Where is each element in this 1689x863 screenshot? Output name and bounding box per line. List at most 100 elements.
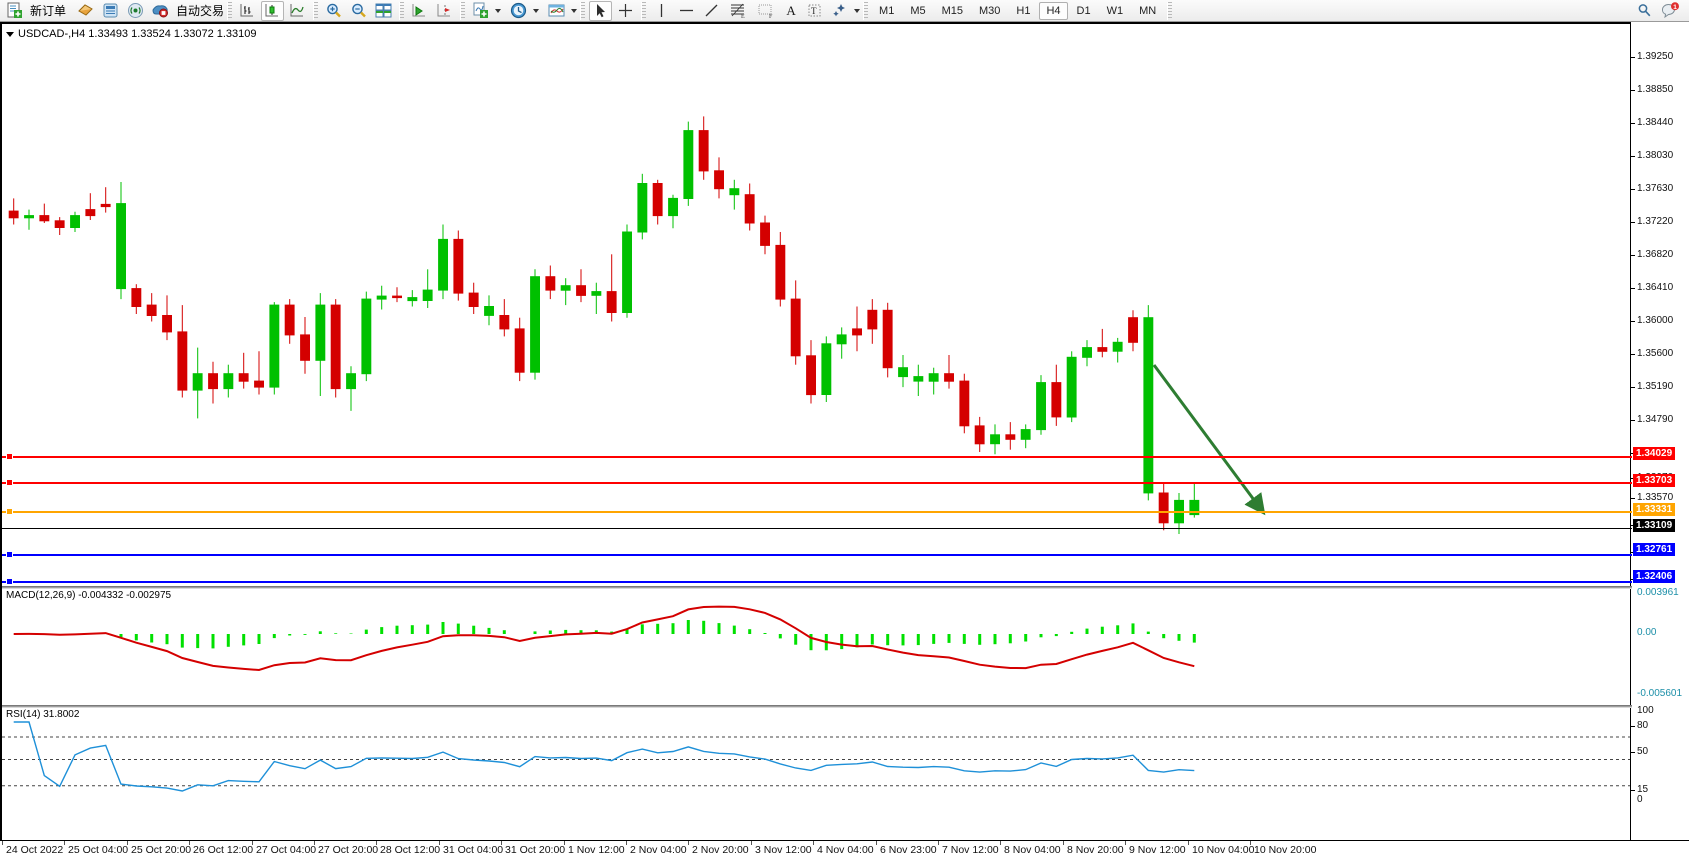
time-tick <box>688 841 689 845</box>
time-tick <box>813 841 814 845</box>
time-tick <box>938 841 939 845</box>
toolbar-separator <box>1167 1 1173 20</box>
chart-shift-icon[interactable] <box>433 1 456 21</box>
time-axis-label: 31 Oct 20:00 <box>505 844 566 856</box>
shapes-icon[interactable] <box>828 1 851 21</box>
time-axis-label: 9 Nov 12:00 <box>1129 844 1186 856</box>
toolbar-separator <box>460 1 466 20</box>
alerts-icon[interactable]: 1 <box>1658 1 1683 21</box>
auto-scroll-icon[interactable] <box>408 1 431 21</box>
time-tick <box>314 841 315 845</box>
timeframe-w1[interactable]: W1 <box>1106 4 1124 17</box>
search-icon[interactable] <box>1633 1 1656 21</box>
time-axis-label: 8 Nov 20:00 <box>1067 844 1124 856</box>
time-axis-label: 26 Oct 12:00 <box>193 844 254 856</box>
zoom-in-icon[interactable] <box>322 1 345 21</box>
time-tick <box>64 841 65 845</box>
price-tag-entry[interactable]: 1.33331 <box>1633 503 1676 516</box>
time-scale[interactable]: 24 Oct 2022 25 Oct 04:00 25 Oct 20:00 26 Oc… <box>0 840 1689 863</box>
chart-menu-triangle-icon[interactable] <box>6 31 14 37</box>
bar-chart-icon[interactable] <box>236 1 259 21</box>
toolbar-separator <box>580 1 586 20</box>
svg-text:T: T <box>811 6 817 16</box>
time-axis-label: 31 Oct 04:00 <box>443 844 504 856</box>
macd-pane-divider[interactable] <box>2 586 1632 589</box>
time-axis-label: 10 Nov 20:00 <box>1254 844 1317 856</box>
time-axis-label: 27 Oct 20:00 <box>318 844 379 856</box>
chevron-down-icon[interactable] <box>571 8 578 13</box>
crosshair-icon[interactable] <box>614 1 637 21</box>
chevron-down-icon[interactable] <box>495 8 502 13</box>
rsi-pane-divider[interactable] <box>2 705 1632 708</box>
chart-window[interactable]: USDCAD-,H4 1.33493 1.33524 1.33072 1.331… <box>0 22 1689 863</box>
time-tick <box>626 841 627 845</box>
time-axis-label: 24 Oct 2022 <box>6 844 64 856</box>
time-axis-label: 7 Nov 12:00 <box>942 844 999 856</box>
timeframe-m30[interactable]: M30 <box>979 4 1001 17</box>
templates-icon[interactable] <box>545 1 568 21</box>
horizontal-line-icon[interactable] <box>675 1 698 21</box>
time-tick <box>439 841 440 845</box>
chevron-down-icon[interactable] <box>854 8 861 13</box>
price-scale[interactable]: 1.39250 1.38850 1.38440 1.38030 1.37630 … <box>1630 22 1689 840</box>
timeframe-h1[interactable]: H1 <box>1016 4 1031 17</box>
indicators-icon[interactable] <box>469 1 492 21</box>
timeframe-m15[interactable]: M15 <box>941 4 963 17</box>
macd-header: MACD(12,26,9) -0.004332 -0.002975 <box>6 590 172 601</box>
chevron-down-icon[interactable] <box>533 8 540 13</box>
price-tag-support-1[interactable]: 1.32761 <box>1633 543 1676 556</box>
timeframe-mn[interactable]: MN <box>1139 4 1157 17</box>
notification-count: 1 <box>1673 4 1677 11</box>
time-axis-label: 10 Nov 04:00 <box>1192 844 1255 856</box>
new-order-icon[interactable] <box>3 1 26 21</box>
text-label-icon[interactable]: T <box>803 1 826 21</box>
time-tick <box>751 841 752 845</box>
timeframe-m5[interactable]: M5 <box>910 4 926 17</box>
time-tick <box>1063 841 1064 845</box>
tile-windows-icon[interactable] <box>372 1 395 21</box>
line-chart-icon[interactable] <box>286 1 309 21</box>
timeframe-m1[interactable]: M1 <box>879 4 895 17</box>
period-icon[interactable] <box>507 1 530 21</box>
chart-symbol-header: USDCAD-,H4 1.33493 1.33524 1.33072 1.331… <box>6 28 257 40</box>
macd-series <box>13 605 1196 672</box>
data-window-icon[interactable] <box>99 1 122 21</box>
trend-line-icon[interactable] <box>700 1 723 21</box>
toolbar-separator <box>399 1 405 20</box>
candlestick-chart-icon[interactable] <box>261 0 285 21</box>
toolbar-separator <box>641 1 647 20</box>
time-tick <box>876 841 877 845</box>
time-tick <box>2 841 3 845</box>
timeframe-d1[interactable]: D1 <box>1076 4 1091 17</box>
time-tick <box>1125 841 1126 845</box>
price-tag-resistance-2[interactable]: 1.34029 <box>1633 447 1676 460</box>
fibonacci-icon[interactable]: E <box>725 1 751 21</box>
equidistant-channel-icon[interactable]: F <box>753 1 779 21</box>
time-axis-label: 2 Nov 04:00 <box>630 844 687 856</box>
main-toolbar: 新订单 <box>0 0 1689 22</box>
rsi-series <box>2 721 1632 792</box>
toolbar-separator <box>227 1 233 20</box>
price-tag-support-2[interactable]: 1.32406 <box>1633 570 1676 583</box>
time-tick <box>127 841 128 845</box>
time-axis-label: 2 Nov 20:00 <box>692 844 749 856</box>
signals-icon[interactable] <box>124 1 147 21</box>
timeframe-h4[interactable]: H4 <box>1039 1 1068 20</box>
forecast-arrow[interactable] <box>2 24 1632 584</box>
expert-advisor-icon[interactable] <box>74 1 97 21</box>
auto-trading-icon[interactable] <box>149 1 172 21</box>
time-tick <box>376 841 377 845</box>
vertical-line-icon[interactable] <box>650 1 673 21</box>
text-icon[interactable]: A <box>786 2 796 18</box>
time-tick <box>1000 841 1001 845</box>
time-tick <box>189 841 190 845</box>
price-tag-current: 1.33109 <box>1633 519 1676 532</box>
time-axis-label: 1 Nov 12:00 <box>568 844 625 856</box>
auto-trading-label: 自动交易 <box>176 4 225 18</box>
time-tick <box>501 841 502 845</box>
time-axis-label: 4 Nov 04:00 <box>817 844 874 856</box>
price-pane[interactable]: USDCAD-,H4 1.33493 1.33524 1.33072 1.331… <box>0 22 1632 840</box>
price-tag-resistance-1[interactable]: 1.33703 <box>1633 474 1676 487</box>
zoom-out-icon[interactable] <box>347 1 370 21</box>
cursor-icon[interactable] <box>589 0 613 21</box>
